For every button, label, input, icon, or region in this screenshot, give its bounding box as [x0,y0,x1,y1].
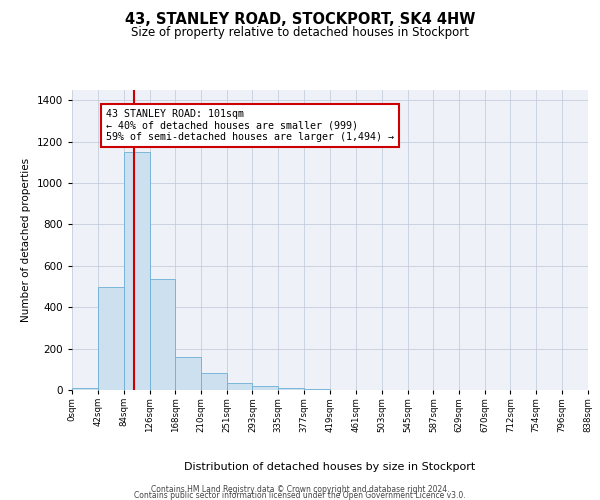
Text: Size of property relative to detached houses in Stockport: Size of property relative to detached ho… [131,26,469,39]
Text: 43, STANLEY ROAD, STOCKPORT, SK4 4HW: 43, STANLEY ROAD, STOCKPORT, SK4 4HW [125,12,475,28]
Text: Contains HM Land Registry data © Crown copyright and database right 2024.: Contains HM Land Registry data © Crown c… [151,484,449,494]
Bar [227,383,253,390]
Text: 43 STANLEY ROAD: 101sqm
← 40% of detached houses are smaller (999)
59% of semi-d: 43 STANLEY ROAD: 101sqm ← 40% of detache… [106,108,394,142]
Bar [278,388,304,390]
Y-axis label: Number of detached properties: Number of detached properties [21,158,31,322]
Bar [98,286,124,390]
Bar [175,357,202,390]
Bar [72,388,98,390]
Bar [124,152,149,390]
Bar [253,386,278,390]
Bar [202,374,227,390]
Text: Contains public sector information licensed under the Open Government Licence v3: Contains public sector information licen… [134,492,466,500]
Bar [149,280,175,390]
Text: Distribution of detached houses by size in Stockport: Distribution of detached houses by size … [184,462,476,472]
